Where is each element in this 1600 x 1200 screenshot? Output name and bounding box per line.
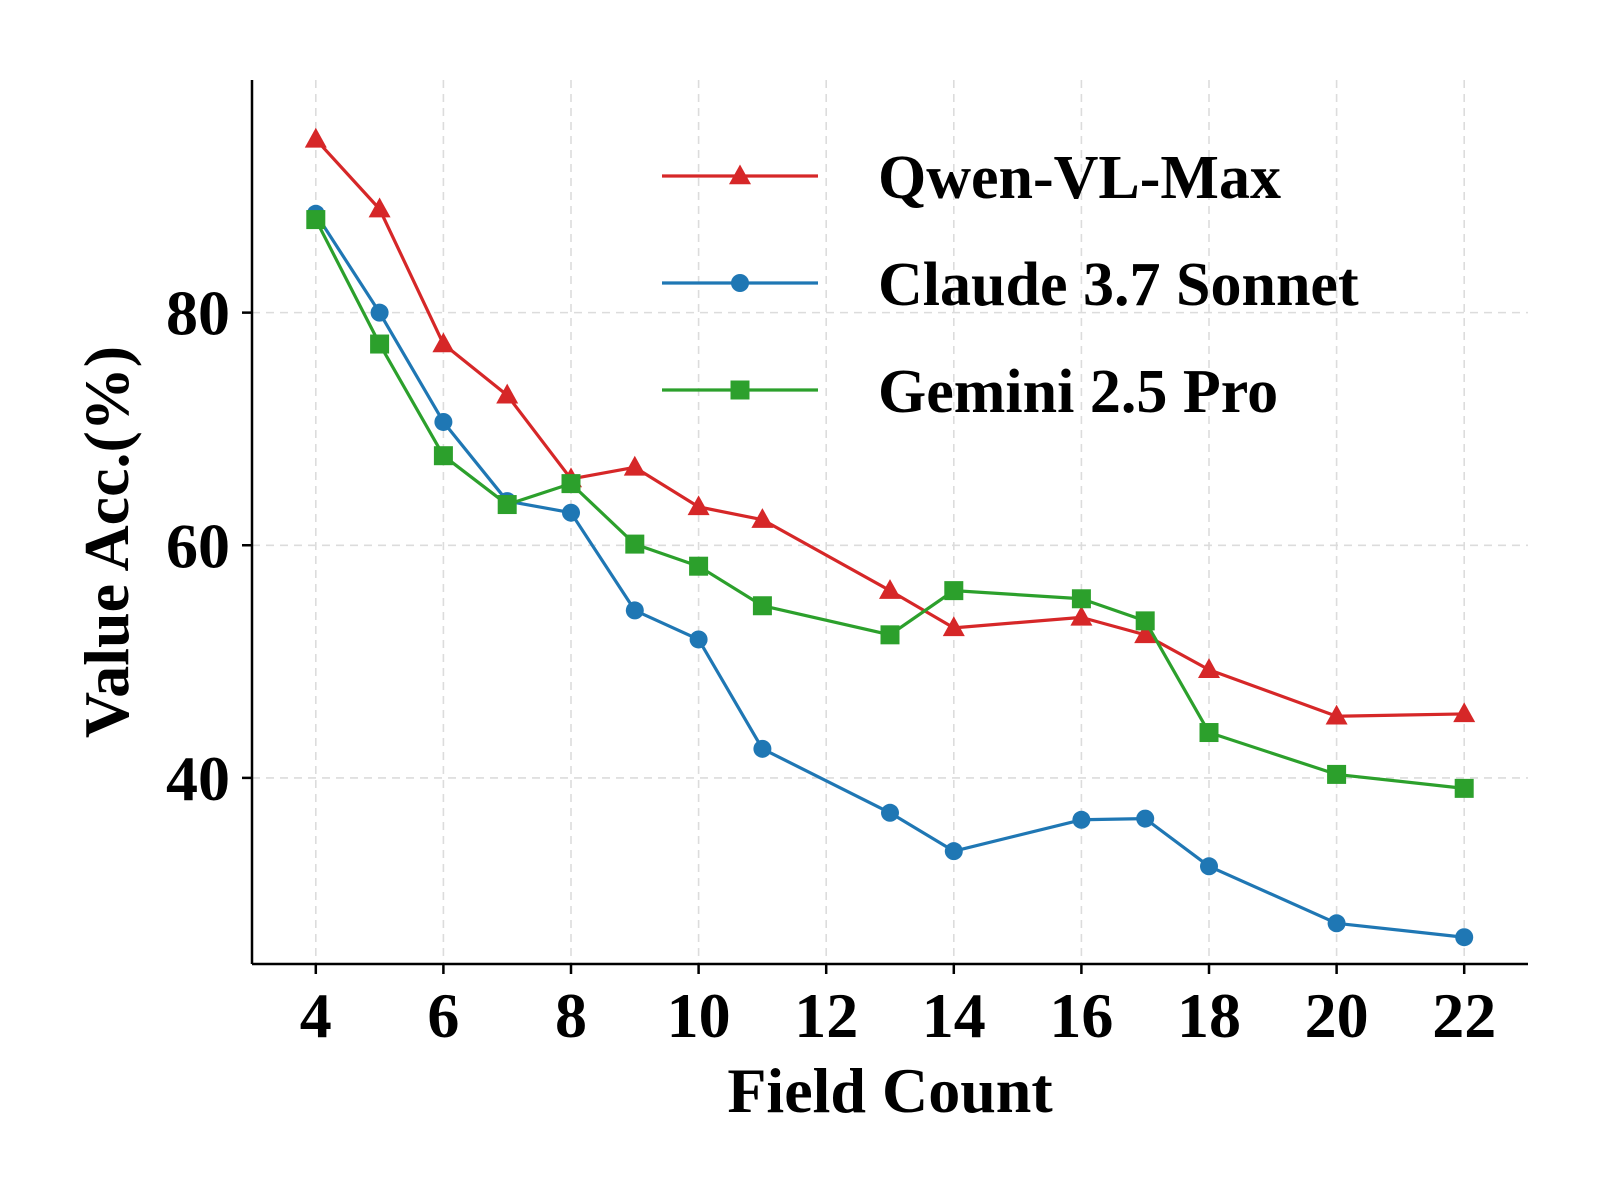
x-tick-label: 8 — [555, 980, 587, 1051]
legend-entry: Qwen-VL-Max — [662, 144, 1281, 212]
data-point — [881, 803, 899, 822]
data-point — [1325, 704, 1348, 725]
legend-entry: Gemini 2.5 Pro — [662, 358, 1278, 426]
data-point — [625, 601, 644, 620]
x-tick-label: 14 — [922, 980, 986, 1051]
data-point — [751, 508, 774, 528]
data-point — [306, 210, 326, 230]
series — [304, 127, 1476, 947]
data-point — [1455, 928, 1474, 947]
axes — [250, 80, 1528, 966]
x-tick-label: 12 — [794, 980, 858, 1051]
series-0 — [304, 127, 1476, 725]
y-tick-label: 60 — [166, 510, 230, 581]
data-point — [753, 739, 772, 758]
data-point — [942, 616, 965, 637]
y-tick-label: 80 — [166, 278, 230, 349]
data-point — [689, 556, 709, 576]
data-point — [304, 127, 327, 148]
tick-labels: 4 6 8 10 12 14 16 18 20 22 40 60 80 — [166, 278, 1496, 1051]
data-point — [1072, 810, 1091, 829]
data-point — [1327, 914, 1346, 933]
x-tick-label: 18 — [1177, 980, 1241, 1051]
data-point — [944, 581, 964, 601]
data-point — [1134, 623, 1157, 644]
x-axis-title: Field Count — [727, 1055, 1053, 1126]
data-point — [562, 503, 580, 522]
data-point — [880, 625, 900, 645]
data-point — [496, 383, 519, 404]
data-point — [1200, 857, 1218, 876]
legend-marker — [730, 380, 750, 400]
legend-marker — [731, 274, 749, 292]
data-point — [879, 579, 901, 599]
legend-label: Qwen-VL-Max — [878, 144, 1281, 212]
data-point — [433, 446, 453, 466]
data-point — [1071, 589, 1091, 609]
data-point — [944, 842, 963, 861]
data-point — [1135, 611, 1155, 631]
x-tick-label: 20 — [1305, 980, 1369, 1051]
data-point — [623, 455, 646, 476]
data-point — [1327, 764, 1347, 784]
data-point — [1136, 809, 1155, 828]
data-point — [434, 412, 453, 431]
data-point — [687, 495, 710, 516]
data-point — [370, 334, 390, 354]
x-tick-label: 16 — [1049, 980, 1113, 1051]
series-2 — [306, 210, 1474, 798]
x-tick-label: 22 — [1432, 980, 1496, 1051]
data-point — [432, 332, 455, 353]
x-tick-label: 10 — [667, 980, 731, 1051]
data-point — [1453, 702, 1476, 723]
data-point — [689, 630, 708, 649]
legend-entry: Claude 3.7 Sonnet — [662, 251, 1359, 319]
data-point — [368, 197, 391, 218]
legend-marker — [729, 164, 751, 185]
legend-label: Claude 3.7 Sonnet — [878, 251, 1359, 319]
data-point — [497, 495, 517, 515]
legend: Qwen-VL-Max Claude 3.7 Sonnet Gemini 2.5 P… — [662, 144, 1359, 426]
data-point — [370, 303, 389, 322]
y-tick-label: 40 — [166, 743, 230, 814]
x-tick-label: 6 — [427, 980, 459, 1051]
data-point — [1198, 658, 1220, 678]
data-point — [625, 534, 645, 554]
data-point — [561, 474, 581, 494]
legend-label: Gemini 2.5 Pro — [878, 358, 1278, 426]
x-tick-label: 4 — [300, 980, 332, 1051]
y-axis-title: Value Acc.(%) — [71, 346, 142, 738]
data-point — [1199, 723, 1219, 743]
data-point — [1454, 778, 1474, 798]
data-point — [752, 596, 772, 616]
data-point — [1070, 605, 1093, 626]
